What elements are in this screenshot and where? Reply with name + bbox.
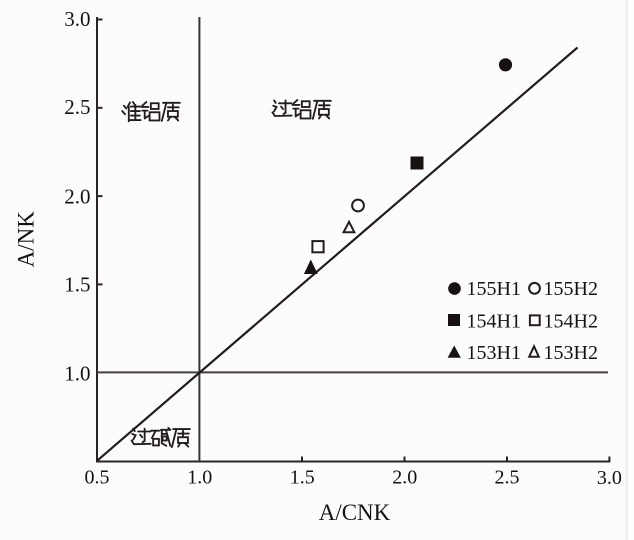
svg-text:0.5: 0.5 <box>85 467 110 489</box>
svg-text:2.5: 2.5 <box>64 95 90 119</box>
svg-text:1.5: 1.5 <box>290 467 315 489</box>
svg-text:2.0: 2.0 <box>64 185 90 209</box>
svg-text:3.0: 3.0 <box>64 7 90 31</box>
svg-text:2.0: 2.0 <box>392 467 417 489</box>
svg-text:155H2: 155H2 <box>544 278 598 300</box>
svg-text:1.5: 1.5 <box>64 272 90 296</box>
svg-text:A/NK: A/NK <box>14 211 39 268</box>
svg-text:1.0: 1.0 <box>187 467 212 489</box>
svg-text:153H2: 153H2 <box>544 342 598 364</box>
svg-text:A/CNK: A/CNK <box>319 500 391 525</box>
svg-text:153H1: 153H1 <box>467 342 521 364</box>
svg-text:1.0: 1.0 <box>64 361 90 385</box>
svg-text:154H1: 154H1 <box>467 310 521 332</box>
svg-text:3.0: 3.0 <box>597 467 622 489</box>
svg-text:154H2: 154H2 <box>544 310 598 332</box>
svg-text:2.5: 2.5 <box>495 467 520 489</box>
svg-text:155H1: 155H1 <box>467 278 521 300</box>
